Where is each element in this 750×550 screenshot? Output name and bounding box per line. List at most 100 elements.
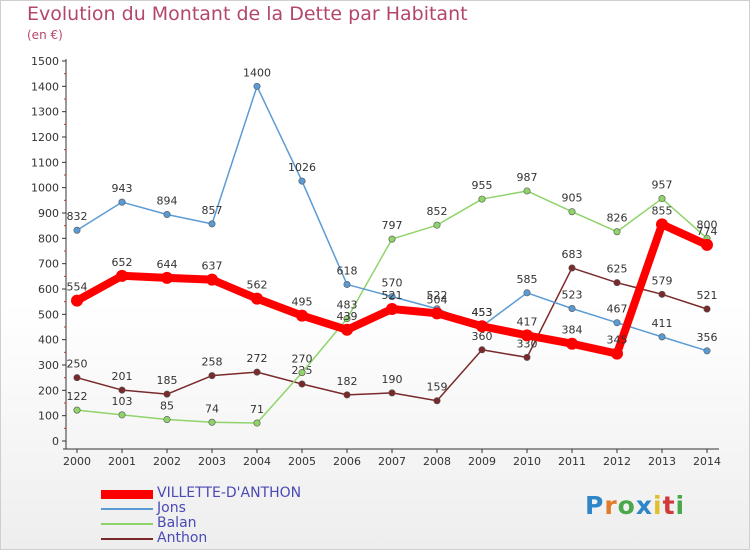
data-point-balan <box>163 415 171 423</box>
x-tick-label: 2009 <box>468 455 496 468</box>
data-label-villette-d-anthon: 345 <box>607 334 628 347</box>
data-point-jons <box>523 289 531 297</box>
data-point-villette-d-anthon <box>206 273 218 286</box>
logo-letter: P <box>585 491 605 520</box>
data-point-anthon <box>658 290 666 298</box>
data-point-villette-d-anthon <box>431 307 443 320</box>
logo-letter: i <box>675 491 686 520</box>
data-point-villette-d-anthon <box>296 309 308 322</box>
data-label-anthon: 190 <box>382 373 403 386</box>
x-tick-label: 2006 <box>333 455 361 468</box>
legend-label: Jons <box>157 500 186 516</box>
data-label-villette-d-anthon: 554 <box>67 281 88 294</box>
data-label-anthon: 185 <box>157 374 178 387</box>
data-point-jons <box>163 211 171 219</box>
y-tick-label: 700 <box>38 258 59 271</box>
data-label-anthon: 625 <box>607 263 628 276</box>
data-label-jons: 894 <box>157 195 178 208</box>
x-tick-label: 2002 <box>153 455 181 468</box>
data-point-balan <box>478 195 486 203</box>
y-tick-label: 1400 <box>31 80 59 93</box>
data-label-jons: 618 <box>337 264 358 277</box>
y-tick-label: 1500 <box>31 55 59 68</box>
data-label-villette-d-anthon: 562 <box>247 279 268 292</box>
data-label-anthon: 159 <box>427 381 448 394</box>
y-tick-label: 500 <box>38 308 59 321</box>
data-label-villette-d-anthon: 644 <box>157 258 178 271</box>
legend-label: Balan <box>157 515 197 531</box>
data-label-balan: 122 <box>67 390 88 403</box>
data-label-jons: 453 <box>472 306 493 319</box>
data-point-jons <box>208 220 216 228</box>
x-tick-label: 2014 <box>693 455 721 468</box>
data-point-anthon <box>388 389 396 397</box>
data-point-balan <box>388 235 396 243</box>
data-point-anthon <box>253 368 261 376</box>
logo-letter: o <box>617 491 636 520</box>
data-point-balan <box>658 195 666 203</box>
data-label-anthon: 579 <box>652 274 673 287</box>
y-tick-label: 1000 <box>31 182 59 195</box>
data-point-villette-d-anthon <box>476 320 488 333</box>
data-label-villette-d-anthon: 521 <box>382 289 403 302</box>
chart-title: Evolution du Montant de la Dette par Hab… <box>27 3 468 25</box>
data-point-anthon <box>433 397 441 405</box>
data-label-balan: 797 <box>382 219 403 232</box>
data-point-anthon <box>163 390 171 398</box>
data-label-balan: 71 <box>250 403 264 416</box>
legend-swatch <box>101 523 153 525</box>
data-label-anthon: 258 <box>202 356 223 369</box>
proxiti-logo: Proxiti <box>585 491 685 520</box>
data-point-jons <box>253 82 261 90</box>
data-point-balan <box>568 208 576 216</box>
x-tick-label: 2000 <box>63 455 91 468</box>
legend-swatch <box>101 538 153 540</box>
data-point-anthon <box>298 380 306 388</box>
y-tick-label: 1200 <box>31 131 59 144</box>
data-label-balan: 905 <box>562 192 583 205</box>
data-point-jons <box>658 333 666 341</box>
data-point-balan <box>118 411 126 419</box>
data-point-anthon <box>73 374 81 382</box>
data-label-balan: 483 <box>337 299 358 312</box>
y-tick-label: 400 <box>38 334 59 347</box>
data-point-villette-d-anthon <box>521 329 533 342</box>
data-label-jons: 1026 <box>288 161 316 174</box>
logo-letter: r <box>604 491 618 520</box>
data-label-anthon: 182 <box>337 375 358 388</box>
data-point-balan <box>343 315 351 323</box>
data-label-anthon: 250 <box>67 358 88 371</box>
legend-item-jons: Jons <box>101 500 361 516</box>
y-tick-label: 900 <box>38 207 59 220</box>
data-point-anthon <box>523 353 531 361</box>
data-point-balan <box>208 418 216 426</box>
data-point-balan <box>523 187 531 195</box>
data-point-villette-d-anthon <box>566 337 578 350</box>
data-point-balan <box>298 369 306 377</box>
x-tick-label: 2012 <box>603 455 631 468</box>
y-tick-label: 1300 <box>31 106 59 119</box>
data-point-villette-d-anthon <box>656 218 668 231</box>
data-label-jons: 943 <box>112 182 133 195</box>
data-point-villette-d-anthon <box>251 292 263 305</box>
data-label-jons: 1400 <box>243 66 271 79</box>
data-label-balan: 800 <box>697 218 718 231</box>
data-label-villette-d-anthon: 439 <box>337 310 358 323</box>
data-point-anthon <box>478 346 486 354</box>
y-tick-label: 600 <box>38 283 59 296</box>
x-tick-label: 2003 <box>198 455 226 468</box>
data-label-jons: 857 <box>202 204 223 217</box>
unit-label: (en €) <box>27 28 63 42</box>
data-point-villette-d-anthon <box>71 294 83 307</box>
legend-swatch <box>101 508 153 510</box>
x-tick-label: 2007 <box>378 455 406 468</box>
data-point-anthon <box>613 279 621 287</box>
data-point-jons <box>118 198 126 206</box>
data-point-villette-d-anthon <box>116 269 128 282</box>
data-label-villette-d-anthon: 384 <box>562 324 583 337</box>
data-label-anthon: 201 <box>112 370 133 383</box>
legend-swatch <box>101 489 153 499</box>
data-label-anthon: 683 <box>562 248 583 261</box>
data-label-jons: 570 <box>382 277 403 290</box>
data-label-jons: 832 <box>67 210 88 223</box>
